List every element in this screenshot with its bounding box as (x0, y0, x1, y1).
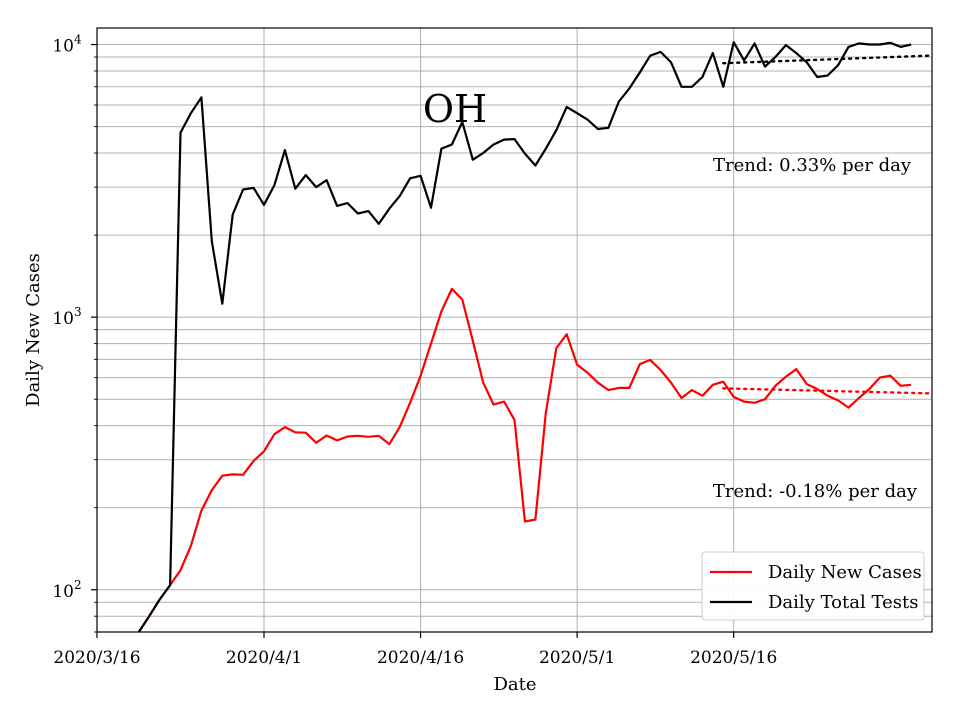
x-tick-label: 2020/4/1 (226, 648, 302, 668)
tests-trend-label: Trend: 0.33% per day (713, 155, 912, 176)
trend-line-daily-new-cases (722, 387, 932, 395)
legend: Daily New Cases Daily Total Tests (701, 551, 925, 621)
legend-label-daily-total-tests: Daily Total Tests (768, 592, 918, 613)
series-line-daily-total-tests (137, 41, 912, 632)
x-tick-label: 2020/5/1 (539, 648, 615, 668)
chart-title: OH (423, 87, 487, 131)
x-tick-label: 2020/3/16 (53, 648, 140, 668)
legend-box (701, 551, 925, 621)
series-layer (137, 41, 932, 632)
trend-line-daily-total-tests (722, 54, 932, 65)
legend-label-daily-new-cases: Daily New Cases (768, 562, 922, 583)
ticks: 2020/3/16 2020/4/1 2020/4/16 2020/5/1 2020/5… (52, 33, 777, 668)
x-tick-label: 2020/5/16 (690, 648, 777, 668)
y-tick-label: 102 (52, 578, 81, 602)
y-tick-label: 104 (52, 33, 82, 57)
y-tick-label: 103 (52, 305, 81, 329)
series-line-daily-new-cases (137, 287, 912, 632)
gridlines (97, 28, 932, 633)
x-axis-label: Date (493, 674, 536, 695)
y-axis-label: Daily New Cases (23, 253, 44, 407)
x-tick-label: 2020/4/16 (377, 648, 464, 668)
cases-trend-label: Trend: -0.18% per day (713, 481, 918, 502)
